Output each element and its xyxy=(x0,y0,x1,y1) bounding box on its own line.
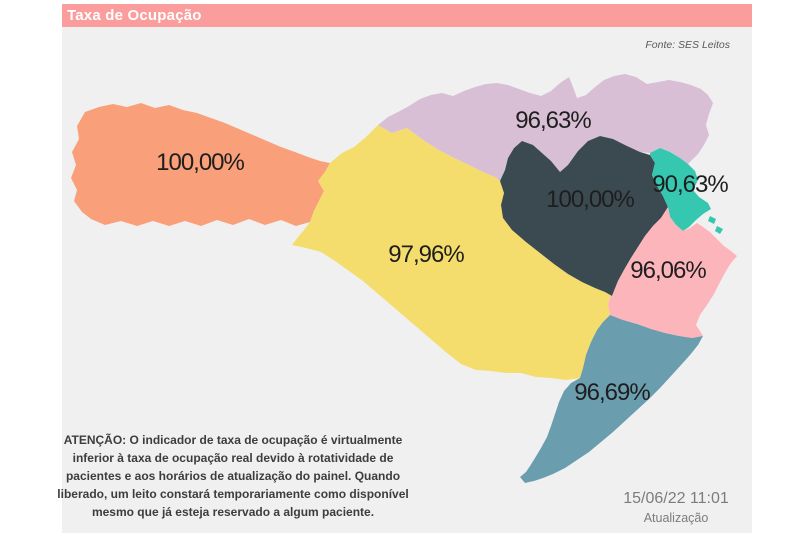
region-east-coast[interactable] xyxy=(608,207,737,338)
source-note: Fonte: SES Leitos xyxy=(645,39,730,51)
panel-title-bar: Taxa de Ocupação xyxy=(62,4,752,27)
region-label-south: 96,69% xyxy=(574,379,650,406)
region-label-west: 100,00% xyxy=(156,149,244,176)
panel-title: Taxa de Ocupação xyxy=(67,7,202,24)
region-northeast-coast[interactable] xyxy=(650,148,711,231)
region-label-east-coast: 96,06% xyxy=(630,257,706,284)
region-label-north: 96,63% xyxy=(515,107,591,134)
attention-note-line: liberado, um leito constará temporariame… xyxy=(57,487,409,501)
region-west[interactable] xyxy=(71,103,330,226)
attention-note: ATENÇÃO: O indicador de taxa de ocupação… xyxy=(57,431,408,521)
region-label-northeast-inland: 100,00% xyxy=(546,186,634,213)
attention-note-line: pacientes e aos horários de atualização … xyxy=(65,469,401,483)
region-center[interactable] xyxy=(292,125,612,380)
region-label-northeast-coast: 90,63% xyxy=(652,171,728,198)
update-info: 15/06/22 11:01 Atualização xyxy=(606,490,746,525)
update-label: Atualização xyxy=(643,511,709,525)
region-north[interactable] xyxy=(378,74,713,181)
region-south[interactable] xyxy=(520,315,703,483)
region-northeast-coast-island[interactable] xyxy=(708,216,716,224)
attention-note-line: inferior à taxa de ocupação real devido … xyxy=(72,451,394,465)
attention-note-line: mesmo que já esteja reservado a algum pa… xyxy=(91,505,375,519)
region-northeast-inland[interactable] xyxy=(500,136,668,296)
update-timestamp: 15/06/22 11:01 xyxy=(623,490,729,507)
region-northeast-coast-island[interactable] xyxy=(715,226,723,234)
attention-note-line: ATENÇÃO: O indicador de taxa de ocupação… xyxy=(63,433,403,447)
region-label-center: 97,96% xyxy=(388,241,464,268)
